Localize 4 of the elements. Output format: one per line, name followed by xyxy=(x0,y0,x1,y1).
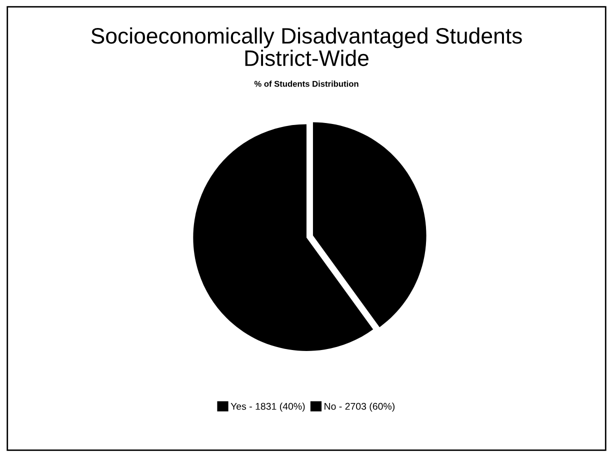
legend-label: Yes - 1831 (40%) xyxy=(230,402,305,412)
legend-label: No - 2703 (60%) xyxy=(324,402,394,412)
chart-title: Socioeconomically Disadvantaged Students District-Wide xyxy=(91,27,522,66)
chart-subtitle: % of Students Distribution xyxy=(254,80,358,87)
